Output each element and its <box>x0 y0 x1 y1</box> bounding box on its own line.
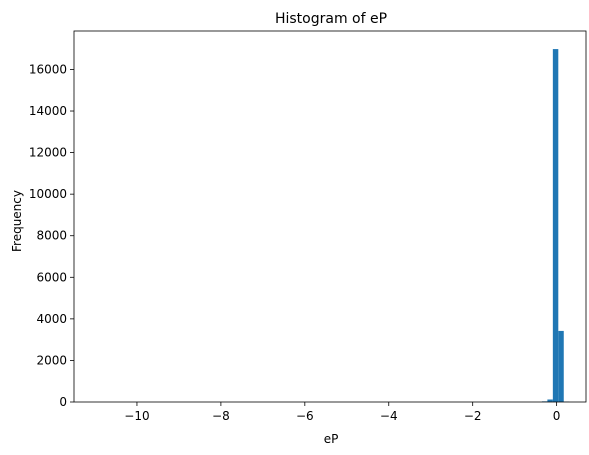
y-tick-label: 16000 <box>29 62 67 76</box>
y-tick-label: 8000 <box>36 229 67 243</box>
y-tick-label: 4000 <box>36 312 67 326</box>
y-tick-label: 0 <box>59 395 67 409</box>
x-tick-label: −2 <box>464 409 482 423</box>
x-tick-label: −8 <box>212 409 230 423</box>
y-tick-label: 2000 <box>36 353 67 367</box>
y-tick-label: 12000 <box>29 146 67 160</box>
plot-frame <box>73 30 587 403</box>
y-tick-label: 14000 <box>29 104 67 118</box>
histogram-bar <box>547 399 553 402</box>
histogram-bar <box>558 330 564 402</box>
x-axis-label: eP <box>324 432 339 446</box>
chart-title: Histogram of eP <box>275 11 387 27</box>
x-tick-label: −10 <box>124 409 149 423</box>
x-tick-label: −6 <box>296 409 314 423</box>
x-tick-label: 0 <box>553 409 561 423</box>
histogram-bar <box>552 49 559 403</box>
y-axis-ticks: 0 2000 4000 6000 8000 10000 12000 14000 16000 <box>29 62 74 409</box>
x-tick-label: −4 <box>380 409 398 423</box>
y-axis-label: Frequency <box>10 190 24 252</box>
bars-group <box>541 49 570 403</box>
y-tick-label: 6000 <box>36 270 67 284</box>
x-axis-ticks: −10 −8 −6 −4 −2 0 <box>124 402 560 423</box>
y-tick-label: 10000 <box>29 187 67 201</box>
